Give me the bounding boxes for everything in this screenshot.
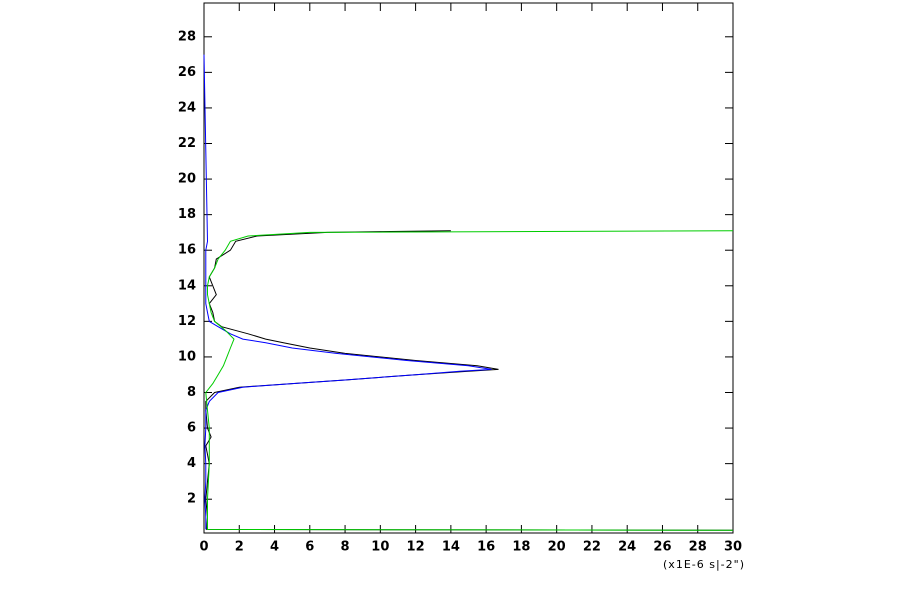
x-tick-label: 4	[270, 540, 279, 555]
y-tick-label: 14	[178, 278, 196, 293]
x-tick-label: 0	[199, 540, 208, 555]
x-tick-label: 30	[724, 540, 742, 555]
y-tick-label: 2	[187, 492, 196, 507]
y-tick-label: 4	[187, 456, 196, 471]
x-tick-label: 28	[689, 540, 707, 555]
y-tick-label: 20	[178, 172, 196, 187]
x-tick-label: 22	[583, 540, 601, 555]
x-tick-label: 14	[442, 540, 460, 555]
profile-line	[205, 230, 734, 531]
y-tick-label: 6	[187, 421, 196, 436]
y-tick-label: 22	[178, 136, 196, 151]
y-tick-label: 10	[178, 349, 196, 364]
x-tick-label: 6	[305, 540, 314, 555]
x-tick-label: 24	[618, 540, 636, 555]
y-tick-label: 8	[187, 385, 196, 400]
y-tick-label: 12	[178, 314, 196, 329]
y-tick-label: 18	[178, 207, 196, 222]
x-tick-label: 8	[341, 540, 350, 555]
x-tick-label: 12	[407, 540, 425, 555]
profile-line	[203, 54, 492, 530]
profile-line	[205, 230, 734, 531]
x-tick-label: 10	[371, 540, 389, 555]
x-axis-label: (x1E-6 s|-2")	[663, 558, 745, 571]
x-tick-label: 20	[548, 540, 566, 555]
x-tick-label: 26	[653, 540, 671, 555]
y-tick-label: 24	[178, 100, 196, 115]
plot-frame	[203, 2, 734, 534]
y-tick-label: 16	[178, 243, 196, 258]
x-tick-label: 18	[512, 540, 530, 555]
x-tick-label: 2	[235, 540, 244, 555]
x-tick-label: 16	[477, 540, 495, 555]
y-tick-label: 26	[178, 65, 196, 80]
y-tick-label: 28	[178, 29, 196, 44]
